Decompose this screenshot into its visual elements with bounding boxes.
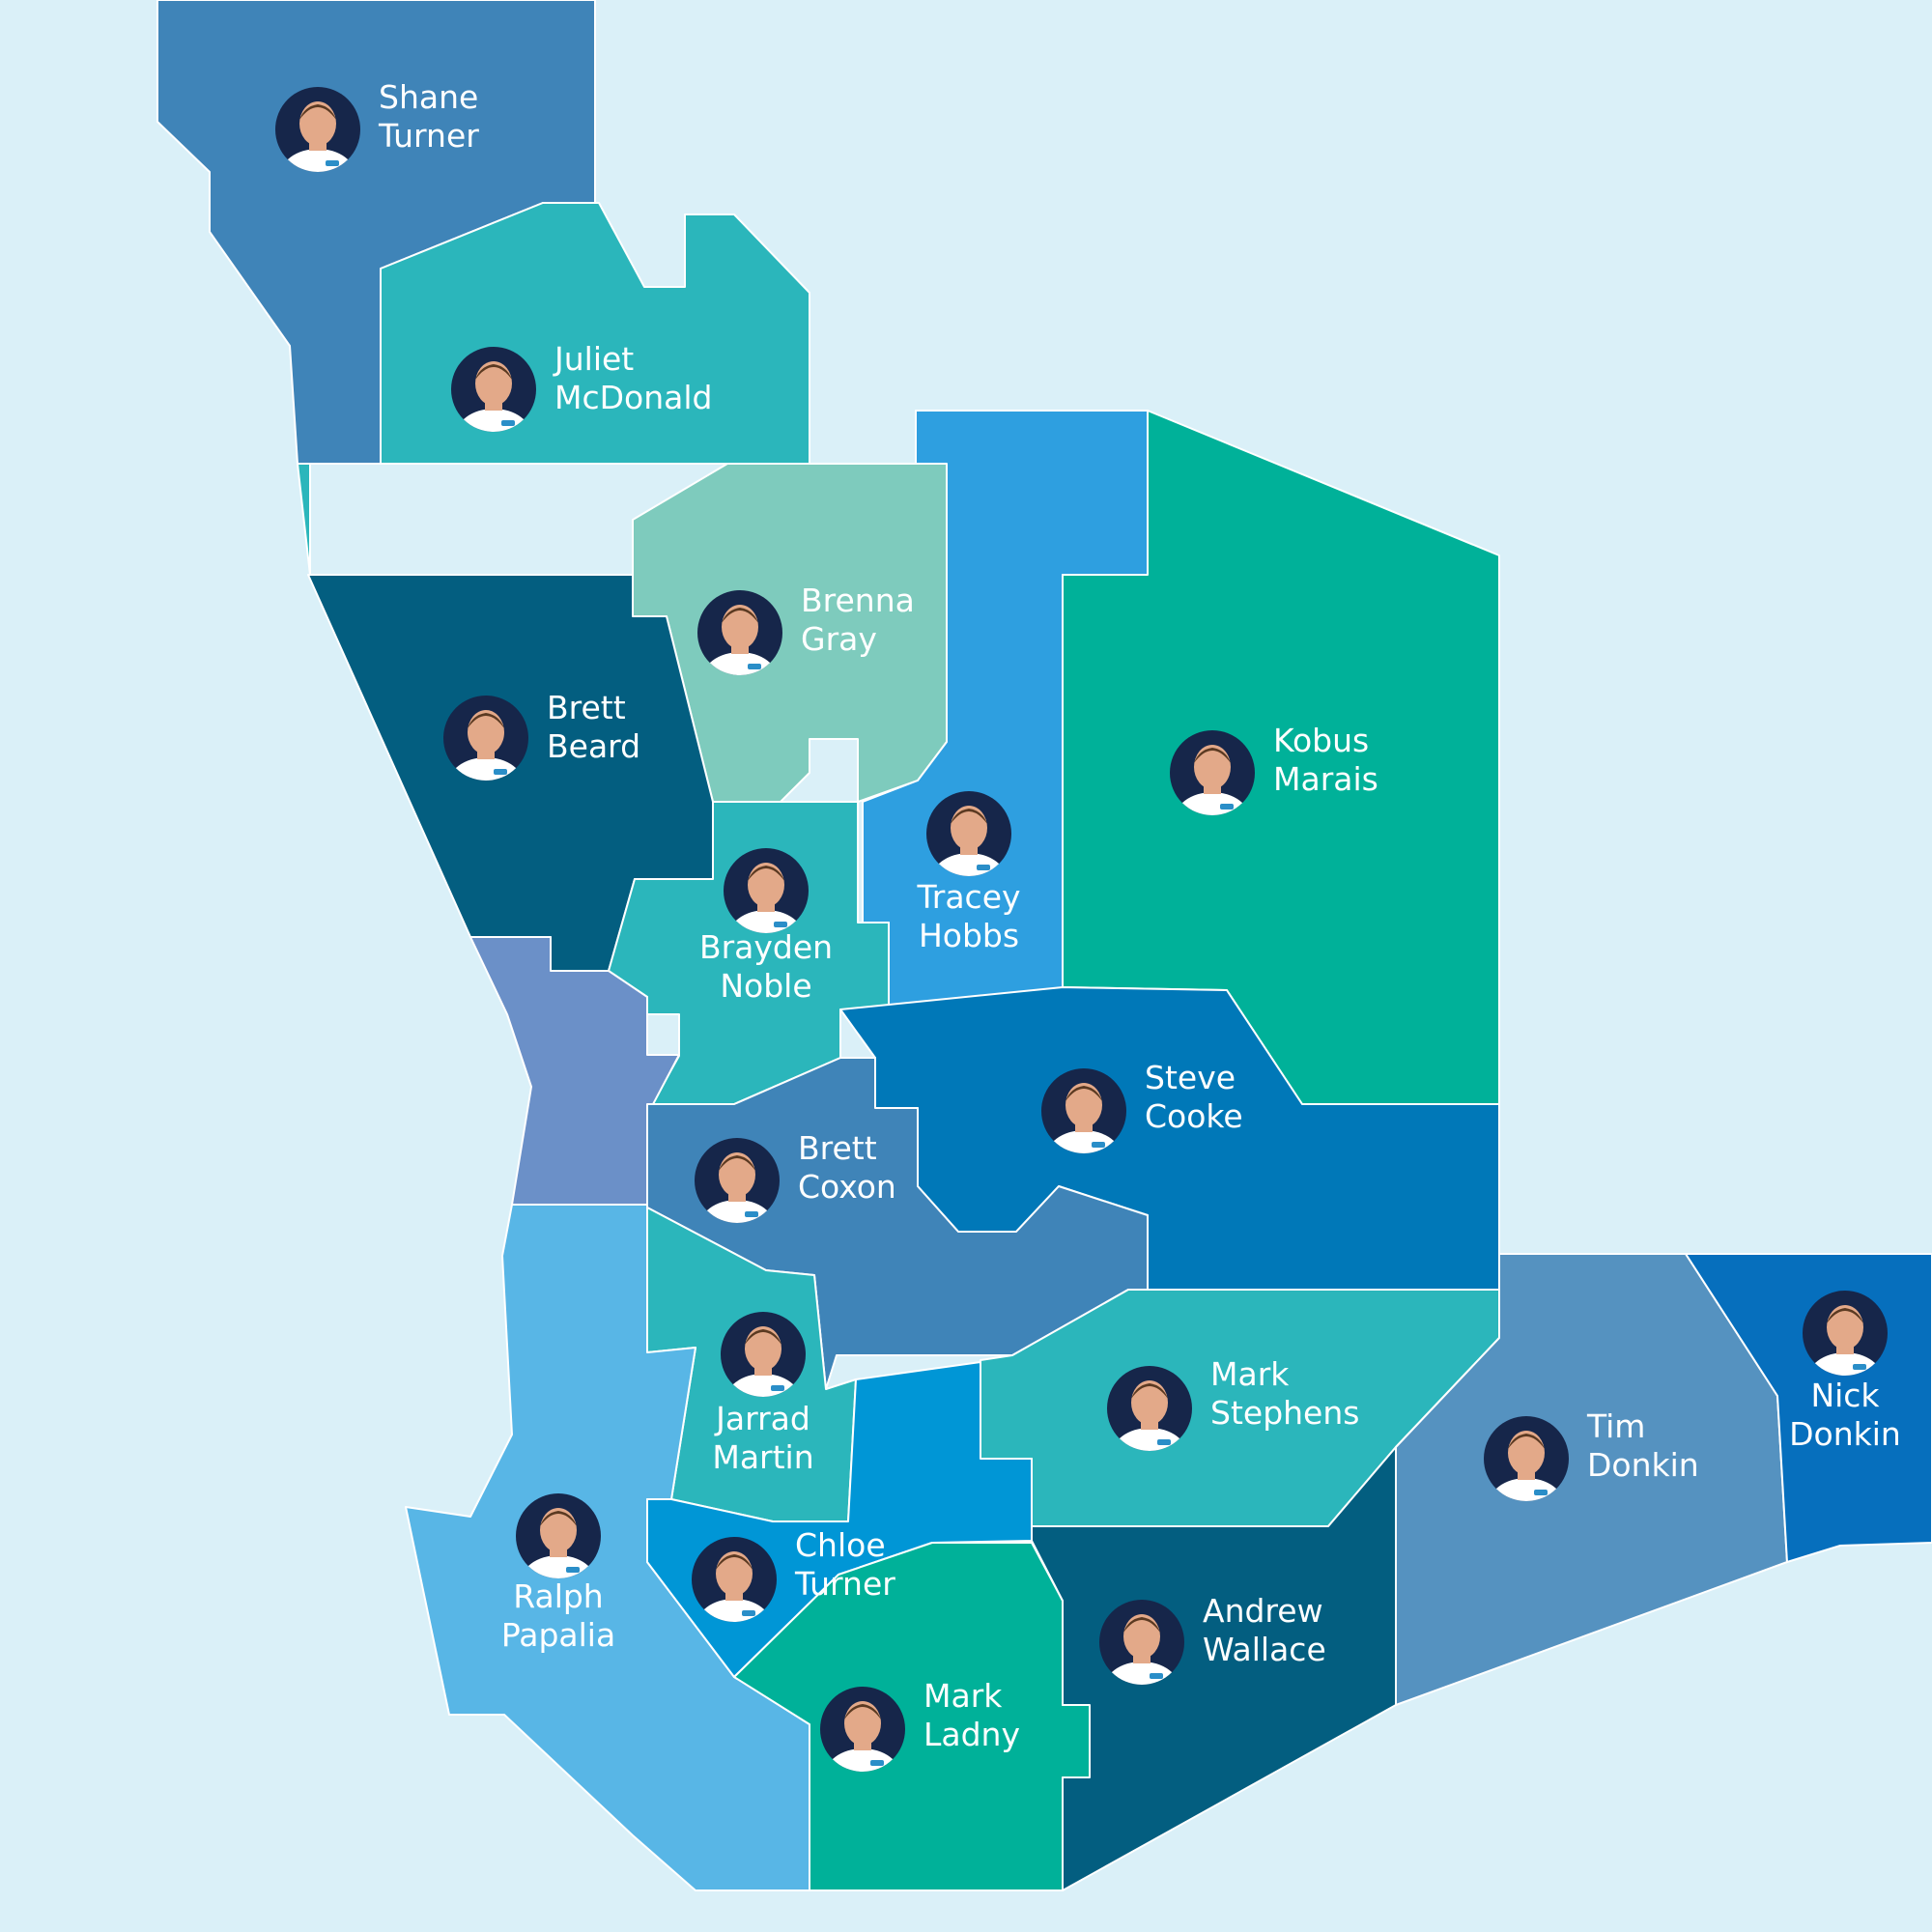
- rep-first-name: Jarrad: [714, 1400, 810, 1437]
- person-avatar-icon[interactable]: [1041, 1068, 1126, 1188]
- rep-name-label: Brett Beard: [547, 689, 640, 765]
- territory-marker-chloe-turner[interactable]: [692, 1537, 777, 1657]
- rep-last-name: Turner: [378, 117, 479, 155]
- rep-first-name: Mark: [923, 1677, 1003, 1715]
- rep-last-name: Gray: [801, 620, 877, 658]
- rep-first-name: Chloe: [795, 1526, 886, 1564]
- rep-first-name: Ralph: [513, 1577, 603, 1615]
- rep-first-name: Brett: [547, 689, 626, 726]
- person-avatar-icon[interactable]: [1170, 730, 1255, 850]
- territory-marker-tim-donkin[interactable]: [1484, 1416, 1569, 1536]
- territory-marker-ralph-papalia[interactable]: [516, 1493, 601, 1613]
- rep-last-name: Stephens: [1210, 1394, 1359, 1432]
- rep-first-name: Tracey: [916, 878, 1020, 916]
- territory-marker-juliet-mcdonald[interactable]: [451, 347, 536, 467]
- rep-last-name: Donkin: [1789, 1415, 1901, 1453]
- rep-last-name: Ladny: [923, 1716, 1020, 1753]
- territory-marker-nick-donkin[interactable]: [1803, 1291, 1888, 1410]
- rep-last-name: Donkin: [1587, 1446, 1699, 1484]
- person-avatar-icon[interactable]: [697, 590, 782, 710]
- rep-first-name: Kobus: [1273, 722, 1369, 759]
- rep-name-label: Juliet McDonald: [553, 340, 712, 416]
- person-avatar-icon[interactable]: [1484, 1416, 1569, 1536]
- rep-name-label: Kobus Marais: [1273, 722, 1378, 798]
- rep-name-label: Chloe Turner: [794, 1526, 895, 1603]
- person-avatar-icon[interactable]: [926, 791, 1011, 911]
- rep-last-name: McDonald: [554, 379, 712, 416]
- rep-first-name: Nick: [1810, 1377, 1880, 1414]
- territory-marker-brett-coxon[interactable]: [695, 1138, 780, 1258]
- person-avatar-icon[interactable]: [275, 87, 360, 207]
- person-avatar-icon[interactable]: [695, 1138, 780, 1258]
- territory-region-andrew-wallace[interactable]: [1031, 1446, 1397, 1891]
- rep-last-name: Cooke: [1145, 1097, 1243, 1135]
- territory-marker-jarrad-martin[interactable]: [721, 1312, 806, 1432]
- rep-last-name: Martin: [712, 1438, 813, 1476]
- rep-name-label: Steve Cooke: [1145, 1059, 1243, 1135]
- rep-name-label: Brett Coxon: [798, 1129, 896, 1206]
- rep-name-label: Tracey Hobbs: [916, 878, 1020, 954]
- rep-first-name: Juliet: [553, 340, 634, 378]
- territory-region-juliet-mcdonald[interactable]: [297, 202, 810, 576]
- rep-first-name: Steve: [1145, 1059, 1236, 1096]
- rep-last-name: Noble: [720, 967, 811, 1005]
- rep-last-name: Marais: [1273, 760, 1378, 798]
- rep-name-label: Ralph Papalia: [501, 1577, 615, 1654]
- rep-last-name: Coxon: [798, 1168, 896, 1206]
- rep-last-name: Hobbs: [919, 917, 1019, 954]
- rep-name-label: Jarrad Martin: [712, 1400, 813, 1476]
- territory-marker-mark-stephens[interactable]: [1107, 1366, 1192, 1486]
- rep-name-label: Mark Stephens: [1210, 1355, 1359, 1432]
- rep-first-name: Brenna: [801, 582, 915, 619]
- rep-name-label: Shane Turner: [378, 78, 479, 155]
- territory-marker-tracey-hobbs[interactable]: [926, 791, 1011, 911]
- territory-marker-brett-beard[interactable]: [443, 696, 528, 815]
- rep-first-name: Brayden: [699, 928, 833, 966]
- person-avatar-icon[interactable]: [724, 848, 809, 968]
- rep-name-label: Andrew Wallace: [1203, 1592, 1326, 1668]
- rep-last-name: Turner: [794, 1565, 895, 1603]
- rep-last-name: Wallace: [1203, 1631, 1326, 1668]
- rep-first-name: Brett: [798, 1129, 877, 1167]
- rep-last-name: Papalia: [501, 1616, 615, 1654]
- territory-marker-andrew-wallace[interactable]: [1099, 1600, 1184, 1719]
- person-avatar-icon[interactable]: [820, 1687, 905, 1806]
- rep-first-name: Shane: [379, 78, 478, 116]
- rep-name-label: Brayden Noble: [699, 928, 833, 1005]
- person-avatar-icon[interactable]: [1803, 1291, 1888, 1410]
- territory-marker-kobus-marais[interactable]: [1170, 730, 1255, 850]
- territory-marker-brayden-noble[interactable]: [724, 848, 809, 968]
- territory-marker-steve-cooke[interactable]: [1041, 1068, 1126, 1188]
- territory-region-unassigned-west[interactable]: [469, 936, 680, 1206]
- rep-name-label: Nick Donkin: [1789, 1377, 1901, 1453]
- rep-first-name: Andrew: [1203, 1592, 1323, 1630]
- person-avatar-icon[interactable]: [1099, 1600, 1184, 1719]
- person-avatar-icon[interactable]: [692, 1537, 777, 1657]
- rep-name-label: Mark Ladny: [923, 1677, 1020, 1753]
- rep-last-name: Beard: [547, 727, 640, 765]
- person-avatar-icon[interactable]: [516, 1493, 601, 1613]
- territory-marker-brenna-gray[interactable]: [697, 590, 782, 710]
- territory-marker-mark-ladny[interactable]: [820, 1687, 905, 1806]
- person-avatar-icon[interactable]: [721, 1312, 806, 1432]
- rep-name-label: Brenna Gray: [801, 582, 915, 658]
- person-avatar-icon[interactable]: [451, 347, 536, 467]
- rep-first-name: Mark: [1210, 1355, 1290, 1393]
- territory-regions: [156, 0, 1932, 1891]
- person-avatar-icon[interactable]: [1107, 1366, 1192, 1486]
- rep-first-name: Tim: [1586, 1407, 1645, 1445]
- territory-marker-shane-turner[interactable]: [275, 87, 360, 207]
- person-avatar-icon[interactable]: [443, 696, 528, 815]
- rep-name-label: Tim Donkin: [1586, 1407, 1699, 1484]
